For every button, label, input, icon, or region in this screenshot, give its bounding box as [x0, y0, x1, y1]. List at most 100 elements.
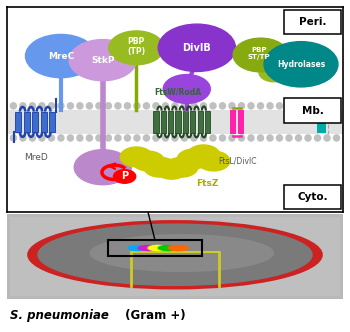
Ellipse shape [229, 103, 235, 109]
Ellipse shape [162, 103, 168, 109]
Ellipse shape [258, 135, 264, 141]
Text: StkP: StkP [91, 56, 114, 65]
Text: DivIB: DivIB [182, 43, 211, 53]
Ellipse shape [144, 103, 149, 109]
Ellipse shape [10, 103, 16, 109]
Ellipse shape [39, 103, 45, 109]
Circle shape [26, 35, 96, 78]
Bar [168, 111, 173, 133]
Ellipse shape [201, 135, 206, 141]
Ellipse shape [238, 135, 245, 141]
Ellipse shape [105, 103, 111, 109]
Ellipse shape [334, 135, 340, 141]
Bar [190, 111, 196, 133]
Bar [32, 112, 38, 132]
Circle shape [148, 245, 168, 251]
Ellipse shape [39, 135, 45, 141]
Ellipse shape [305, 103, 311, 109]
Ellipse shape [248, 135, 254, 141]
Ellipse shape [324, 103, 330, 109]
Ellipse shape [86, 103, 92, 109]
Ellipse shape [334, 103, 340, 109]
Ellipse shape [48, 135, 54, 141]
Ellipse shape [258, 103, 264, 109]
Ellipse shape [134, 135, 140, 141]
Text: FtsZ: FtsZ [196, 179, 218, 188]
Circle shape [109, 31, 164, 65]
Ellipse shape [68, 103, 74, 109]
Circle shape [264, 42, 338, 87]
Circle shape [113, 170, 136, 183]
Ellipse shape [115, 103, 121, 109]
Circle shape [158, 245, 178, 251]
Ellipse shape [58, 135, 64, 141]
Circle shape [197, 151, 230, 171]
Ellipse shape [219, 135, 225, 141]
Ellipse shape [219, 103, 225, 109]
Ellipse shape [286, 135, 292, 141]
Bar [183, 111, 188, 133]
Bar [24, 112, 30, 132]
Ellipse shape [276, 135, 282, 141]
Ellipse shape [295, 135, 302, 141]
Ellipse shape [48, 103, 54, 109]
Ellipse shape [248, 103, 254, 109]
Text: PBP
ST/TP: PBP ST/TP [248, 47, 270, 60]
Bar [205, 111, 210, 133]
Ellipse shape [295, 103, 302, 109]
Ellipse shape [10, 135, 16, 141]
Bar [161, 111, 166, 133]
Text: P: P [121, 171, 128, 182]
Text: Hydrolases: Hydrolases [277, 60, 325, 69]
Ellipse shape [267, 103, 273, 109]
Ellipse shape [20, 135, 26, 141]
Circle shape [188, 145, 220, 165]
Circle shape [138, 245, 158, 251]
Ellipse shape [20, 103, 26, 109]
Bar [230, 110, 236, 134]
Ellipse shape [96, 103, 102, 109]
Circle shape [168, 245, 188, 251]
Ellipse shape [153, 135, 159, 141]
Text: FtsL/DivIC: FtsL/DivIC [218, 157, 257, 166]
Ellipse shape [68, 135, 74, 141]
Text: MreC: MreC [48, 51, 74, 60]
Bar [7, 110, 343, 134]
Ellipse shape [124, 135, 131, 141]
Text: Peri.: Peri. [299, 17, 327, 27]
Circle shape [259, 63, 289, 82]
Ellipse shape [191, 135, 197, 141]
Ellipse shape [134, 103, 140, 109]
Ellipse shape [162, 135, 168, 141]
FancyBboxPatch shape [284, 185, 341, 209]
Ellipse shape [324, 135, 330, 141]
Ellipse shape [86, 135, 92, 141]
Ellipse shape [29, 103, 35, 109]
Circle shape [120, 147, 153, 167]
Text: Mb.: Mb. [302, 106, 324, 116]
Ellipse shape [37, 223, 313, 286]
Ellipse shape [27, 220, 323, 290]
Circle shape [74, 150, 131, 185]
Bar [153, 111, 159, 133]
FancyBboxPatch shape [284, 98, 341, 123]
Bar [317, 111, 326, 133]
Bar [197, 111, 203, 133]
Ellipse shape [181, 103, 188, 109]
Text: MreD: MreD [25, 153, 48, 162]
Ellipse shape [29, 135, 35, 141]
Ellipse shape [229, 135, 235, 141]
Circle shape [144, 157, 176, 177]
Text: PBP
(TP): PBP (TP) [127, 37, 145, 56]
Circle shape [69, 40, 136, 81]
Ellipse shape [58, 103, 64, 109]
Circle shape [233, 38, 288, 72]
Text: Cyto.: Cyto. [298, 192, 328, 202]
Circle shape [163, 75, 210, 103]
Bar [238, 110, 244, 134]
Ellipse shape [315, 135, 321, 141]
Ellipse shape [276, 103, 282, 109]
Ellipse shape [153, 103, 159, 109]
Ellipse shape [77, 135, 83, 141]
Ellipse shape [201, 103, 206, 109]
